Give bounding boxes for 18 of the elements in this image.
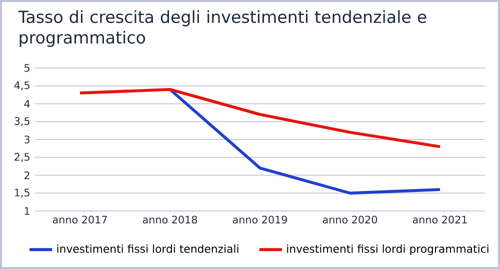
x-tick-label: anno 2021 bbox=[412, 216, 467, 224]
x-tick-label: anno 2020 bbox=[322, 216, 378, 224]
x-tick-label: anno 2018 bbox=[142, 216, 198, 224]
legend-label: investimenti fissi lordi tendenziali bbox=[57, 244, 238, 253]
y-tick-label: 1 bbox=[24, 207, 30, 215]
x-tick-label: anno 2019 bbox=[232, 216, 287, 224]
y-tick-label: 3,5 bbox=[14, 117, 30, 126]
x-tick-label: anno 2017 bbox=[52, 216, 107, 224]
y-tick-label: 2 bbox=[24, 171, 30, 180]
y-tick-label: 2,5 bbox=[14, 152, 30, 162]
legend-label: investimenti fissi lordi programmatici bbox=[287, 244, 488, 256]
y-tick-label: 1,5 bbox=[14, 188, 30, 198]
y-tick-label: 4,5 bbox=[14, 82, 30, 90]
y-tick-label: 3 bbox=[24, 136, 30, 144]
y-tick-label: 5 bbox=[24, 64, 30, 72]
line-series bbox=[78, 88, 442, 148]
chart-title: Tasso di crescita degli investimenti tendenziale e programmatico bbox=[18, 10, 426, 47]
y-tick-label: 4 bbox=[24, 100, 30, 108]
